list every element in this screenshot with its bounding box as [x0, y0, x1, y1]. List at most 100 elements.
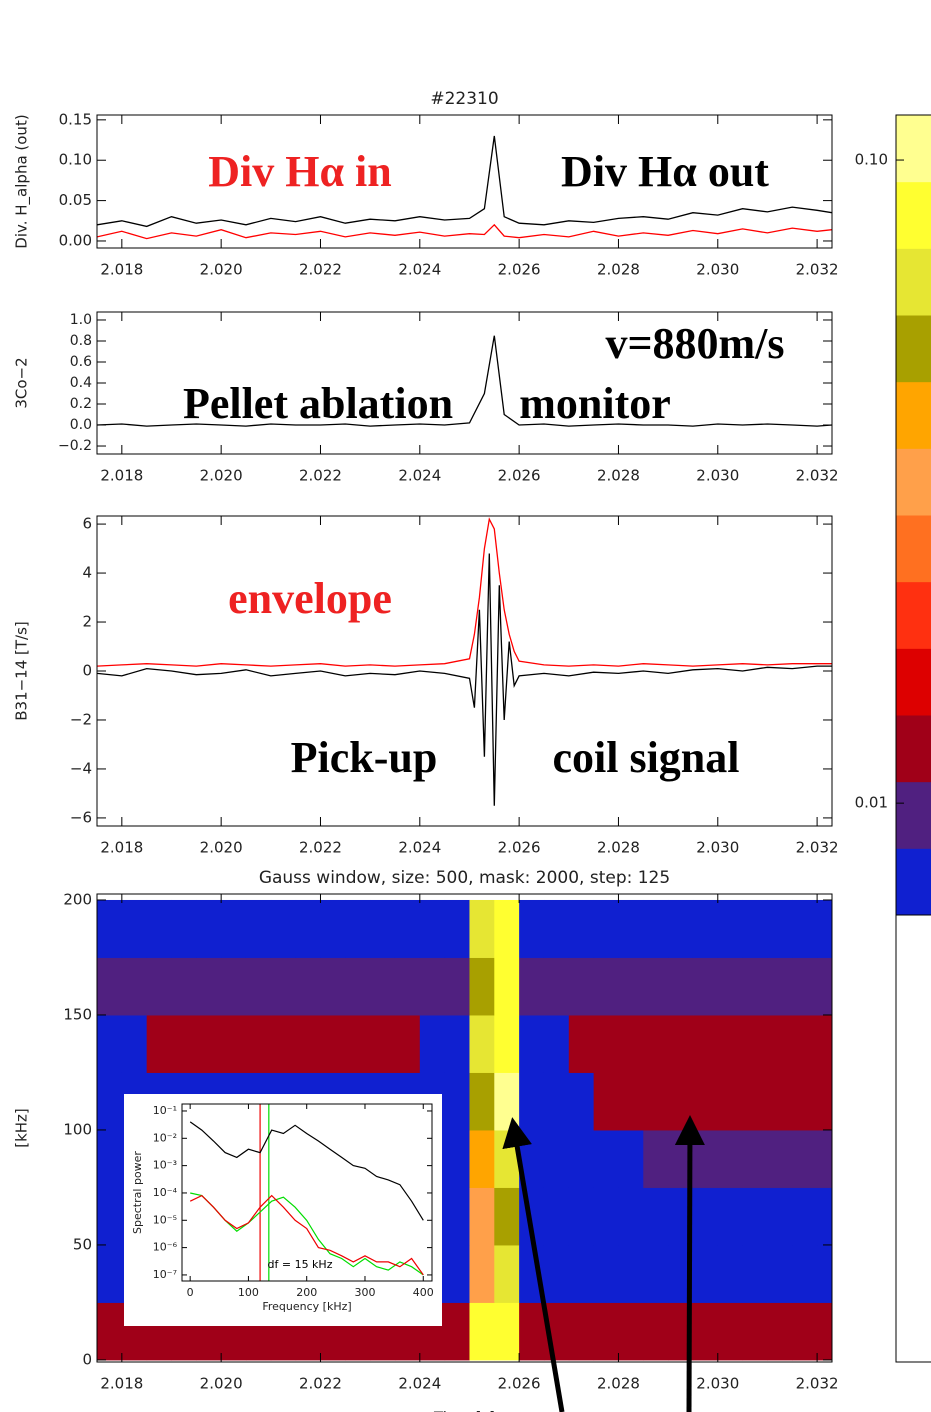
y-tick-label: 10⁻⁷	[153, 1268, 177, 1281]
heatmap-cell	[295, 957, 321, 1016]
heatmap-cell	[792, 1302, 818, 1361]
heatmap-cell	[593, 957, 619, 1016]
axes-frame	[96, 893, 833, 1363]
heatmap-cell	[817, 1129, 832, 1188]
x-tick-label: 2.022	[299, 1375, 342, 1393]
x-tick-label: 400	[413, 1286, 434, 1299]
heatmap-cell	[742, 1302, 768, 1361]
x-tick-label: 2.026	[498, 261, 541, 279]
x-tick-label: 2.018	[100, 261, 143, 279]
annotation: Pellet ablation	[183, 379, 453, 428]
colorbar-band	[896, 115, 931, 183]
heatmap-cell	[345, 1014, 371, 1073]
heatmap-cell	[643, 1129, 669, 1188]
heatmap-cell	[593, 1014, 619, 1073]
heatmap-cell	[643, 957, 669, 1016]
y-tick-label: −2	[70, 710, 92, 728]
x-tick-label: 2.026	[498, 839, 541, 857]
y-axis-label: Div. H_alpha (out)	[13, 114, 32, 248]
heatmap-cell	[543, 1129, 570, 1188]
heatmap-cell	[221, 899, 247, 958]
x-tick-label: 2.032	[796, 839, 839, 857]
heatmap-cell	[568, 1129, 595, 1188]
x-tick-label: 2.018	[100, 1375, 143, 1393]
x-tick-label: 2.032	[796, 467, 839, 485]
panel: 0 100 200 300 400 10⁻⁷ 10⁻⁶ 10⁻⁵ 10⁻⁴ 10⁻³ 10⁻² 10⁻…	[124, 1094, 442, 1326]
heatmap-cell	[469, 1187, 495, 1246]
colorbar-band	[896, 781, 931, 849]
heatmap-cell	[519, 899, 545, 958]
annotation: df = 15 kHz	[268, 1258, 333, 1271]
heatmap-cell	[618, 899, 644, 958]
heatmap-cell	[717, 957, 744, 1016]
heatmap-cell	[345, 899, 371, 958]
heatmap-cell	[692, 1129, 719, 1188]
y-tick-label: 100	[63, 1120, 92, 1138]
heatmap-cell	[196, 899, 222, 958]
y-tick-label: 10⁻³	[153, 1159, 177, 1172]
heatmap-cell	[543, 899, 570, 958]
heatmap-cell	[817, 1302, 832, 1361]
heatmap-cell	[444, 1129, 470, 1188]
heatmap-cell	[618, 1302, 644, 1361]
series-line	[190, 1192, 424, 1276]
annotation: coil signal	[552, 733, 739, 782]
heatmap-cell	[593, 1244, 619, 1303]
heatmap-cell	[543, 1014, 570, 1073]
heatmap-cell	[171, 1014, 197, 1073]
y-tick-label: 1.0	[70, 312, 92, 328]
x-tick-label: 2.028	[597, 261, 640, 279]
x-tick-label: 2.032	[796, 261, 839, 279]
y-axis-label: B31−14 [T/s]	[13, 621, 31, 721]
plot-area	[97, 517, 832, 806]
heatmap-cell	[494, 1014, 520, 1073]
heatmap-cell	[742, 1072, 768, 1131]
heatmap-cell	[792, 1244, 818, 1303]
heatmap-cell	[97, 1014, 123, 1073]
heatmap-cell	[469, 1072, 495, 1131]
heatmap-cell	[643, 1244, 669, 1303]
heatmap-cell	[469, 1244, 495, 1303]
heatmap-cell	[370, 899, 396, 958]
heatmap-cell	[469, 957, 495, 1016]
y-tick-label: 0.0	[70, 417, 92, 433]
heatmap-cell	[469, 1302, 495, 1361]
chart-title: Gauss window, size: 500, mask: 2000, ste…	[259, 868, 670, 888]
heatmap-cell	[568, 1187, 595, 1246]
heatmap-cell	[221, 1014, 247, 1073]
heatmap-cell	[419, 957, 446, 1016]
heatmap-cell	[692, 1302, 719, 1361]
series-line	[97, 223, 832, 240]
heatmap-cell	[320, 899, 346, 958]
y-tick-label: 6	[82, 515, 92, 533]
heatmap-cell	[568, 1302, 595, 1361]
x-tick-label: 2.026	[498, 467, 541, 485]
colorbar-tick-label: 0.01	[855, 794, 888, 812]
heatmap-cell	[121, 899, 148, 958]
heatmap-cell	[618, 1244, 644, 1303]
y-tick-label: 50	[73, 1235, 92, 1253]
heatmap-cell	[767, 1302, 793, 1361]
y-tick-label: 200	[63, 890, 92, 908]
y-tick-label: 0	[82, 662, 92, 680]
heatmap-cell	[692, 1244, 719, 1303]
heatmap-cell	[270, 899, 297, 958]
heatmap-cell	[792, 899, 818, 958]
heatmap-cell	[643, 1302, 669, 1361]
heatmap-cell	[643, 1072, 669, 1131]
heatmap-cell	[444, 1302, 470, 1361]
arrow	[674, 1115, 705, 1412]
heatmap-cell	[97, 957, 123, 1016]
colorbar-band	[896, 581, 931, 649]
heatmap-cell	[519, 1302, 545, 1361]
x-tick-label: 300	[354, 1286, 375, 1299]
heatmap-cell	[469, 899, 495, 958]
heatmap-cell	[568, 1244, 595, 1303]
y-tick-label: −0.2	[58, 438, 92, 454]
heatmap-cell	[792, 1129, 818, 1188]
heatmap-cell	[121, 1014, 148, 1073]
heatmap-cell	[245, 957, 272, 1016]
x-tick-label: 2.030	[696, 839, 739, 857]
colorbar-band	[896, 848, 931, 916]
colorbar-tick-label: 0.10	[855, 151, 888, 169]
